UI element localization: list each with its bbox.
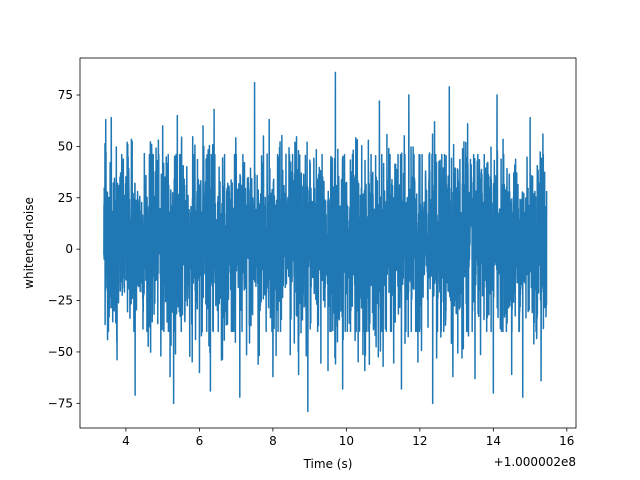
y-tick-label: −75 — [48, 396, 73, 410]
y-tick-label: 50 — [58, 139, 73, 153]
x-tick-label: 4 — [122, 434, 130, 448]
y-tick-label: 0 — [65, 242, 73, 256]
y-tick-label: 75 — [58, 88, 73, 102]
x-axis-ticks: 4 6 8 10 12 14 16 — [122, 428, 574, 448]
x-tick-label: 10 — [339, 434, 354, 448]
series-line — [103, 71, 548, 413]
x-tick-label: 8 — [269, 434, 277, 448]
plot-frame — [79, 57, 577, 429]
y-axis-label: whitened-noise — [22, 197, 36, 289]
x-tick-label: 16 — [559, 434, 574, 448]
x-tick-label: 6 — [196, 434, 204, 448]
y-axis-ticks: −75 −50 −25 0 25 50 75 — [48, 88, 80, 410]
y-tick-label: 25 — [58, 191, 73, 205]
x-tick-label: 14 — [486, 434, 501, 448]
x-tick-label: 12 — [412, 434, 427, 448]
series-layer — [103, 71, 548, 413]
x-offset-label: +1.000002e8 — [494, 455, 576, 469]
y-tick-label: −50 — [48, 345, 73, 359]
y-tick-label: −25 — [48, 294, 73, 308]
x-axis-label: Time (s) — [303, 457, 353, 471]
